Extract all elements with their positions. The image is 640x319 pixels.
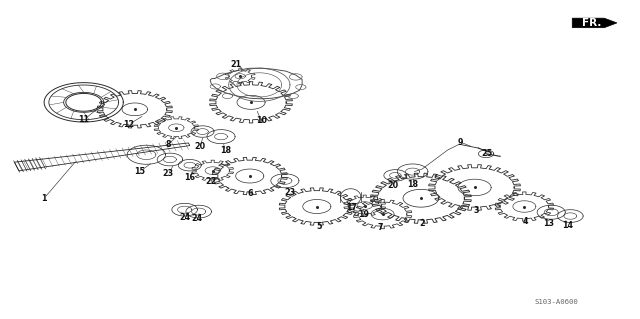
Text: 14: 14 bbox=[563, 221, 573, 230]
Text: 24: 24 bbox=[179, 213, 190, 222]
Text: FR.: FR. bbox=[582, 18, 601, 28]
Text: 18: 18 bbox=[407, 181, 418, 189]
Text: 15: 15 bbox=[134, 167, 145, 176]
Text: 5: 5 bbox=[316, 222, 321, 231]
Text: 20: 20 bbox=[387, 181, 398, 190]
Text: 23: 23 bbox=[284, 188, 296, 197]
Text: 8: 8 bbox=[165, 140, 171, 149]
Text: 11: 11 bbox=[78, 115, 89, 124]
Text: 10: 10 bbox=[256, 116, 267, 125]
Text: 18: 18 bbox=[220, 146, 231, 155]
Text: 13: 13 bbox=[543, 219, 554, 228]
Text: 19: 19 bbox=[358, 210, 369, 219]
Text: 6: 6 bbox=[247, 189, 253, 198]
Text: 12: 12 bbox=[123, 120, 134, 129]
Text: 3: 3 bbox=[474, 206, 479, 215]
Text: 20: 20 bbox=[195, 142, 205, 151]
Polygon shape bbox=[572, 18, 617, 28]
Text: 2: 2 bbox=[419, 219, 425, 228]
Text: 25: 25 bbox=[482, 149, 493, 158]
Text: 17: 17 bbox=[346, 203, 357, 212]
Text: 22: 22 bbox=[206, 177, 217, 186]
Text: 4: 4 bbox=[523, 217, 529, 226]
Text: 21: 21 bbox=[230, 60, 241, 69]
Text: 9: 9 bbox=[458, 137, 463, 146]
Text: S103-A0600: S103-A0600 bbox=[534, 299, 578, 305]
Text: 1: 1 bbox=[42, 194, 47, 203]
Text: 23: 23 bbox=[163, 169, 173, 178]
Text: 7: 7 bbox=[378, 223, 383, 232]
Text: 24: 24 bbox=[192, 214, 203, 223]
Text: 16: 16 bbox=[184, 174, 195, 182]
